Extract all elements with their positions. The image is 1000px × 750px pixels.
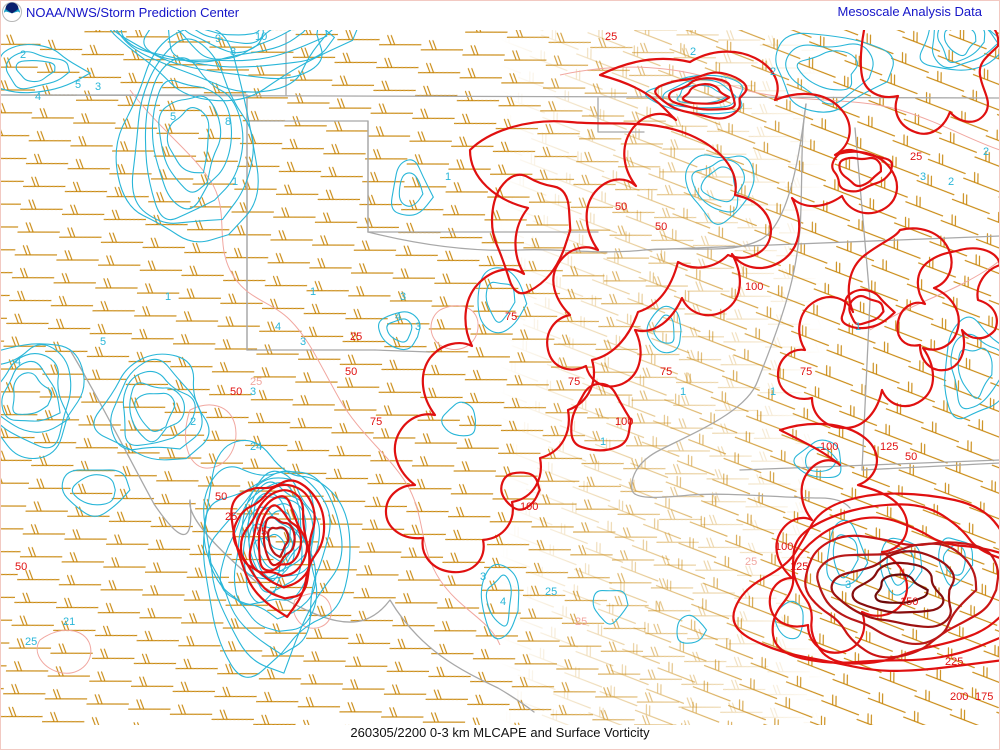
svg-text:25: 25	[575, 616, 587, 628]
svg-text:75: 75	[255, 526, 267, 538]
svg-text:1: 1	[232, 176, 238, 188]
svg-text:25: 25	[225, 511, 237, 523]
svg-text:3: 3	[300, 336, 306, 348]
svg-text:24: 24	[250, 441, 262, 453]
svg-text:100: 100	[820, 441, 838, 453]
svg-text:3: 3	[920, 171, 926, 183]
svg-text:21: 21	[63, 616, 75, 628]
svg-text:10: 10	[255, 31, 267, 43]
svg-text:125: 125	[880, 441, 898, 453]
svg-text:1: 1	[770, 386, 776, 398]
svg-text:4: 4	[35, 91, 41, 103]
svg-text:2: 2	[190, 416, 196, 428]
svg-text:4: 4	[15, 356, 21, 368]
svg-text:2: 2	[690, 46, 696, 58]
svg-text:5: 5	[75, 79, 81, 91]
svg-text:25: 25	[605, 31, 617, 43]
svg-text:25: 25	[545, 586, 557, 598]
svg-text:100: 100	[745, 281, 763, 293]
svg-text:100: 100	[615, 416, 633, 428]
svg-text:1: 1	[165, 291, 171, 303]
svg-text:4: 4	[500, 596, 506, 608]
svg-text:3: 3	[400, 291, 406, 303]
svg-text:75: 75	[568, 376, 580, 388]
svg-text:200: 200	[950, 691, 968, 703]
svg-text:2: 2	[20, 49, 26, 61]
svg-text:50: 50	[230, 386, 242, 398]
svg-text:50: 50	[215, 491, 227, 503]
svg-text:4: 4	[395, 311, 401, 323]
svg-text:8: 8	[230, 46, 236, 58]
svg-text:50: 50	[15, 561, 27, 573]
svg-text:25: 25	[250, 376, 262, 388]
svg-text:150: 150	[900, 596, 918, 608]
svg-text:25: 25	[25, 636, 37, 648]
svg-text:1: 1	[310, 286, 316, 298]
svg-text:3: 3	[480, 571, 486, 583]
svg-text:2: 2	[983, 146, 989, 158]
svg-text:1: 1	[445, 171, 451, 183]
svg-text:225: 225	[945, 656, 963, 668]
svg-text:50: 50	[905, 451, 917, 463]
svg-text:1: 1	[855, 321, 861, 333]
svg-text:1: 1	[600, 436, 606, 448]
svg-text:100: 100	[775, 541, 793, 553]
svg-text:50: 50	[345, 366, 357, 378]
svg-text:5: 5	[100, 336, 106, 348]
svg-text:75: 75	[505, 311, 517, 323]
svg-text:3: 3	[665, 30, 671, 33]
svg-text:2: 2	[770, 66, 776, 78]
svg-text:1: 1	[680, 386, 686, 398]
svg-text:9: 9	[215, 33, 221, 45]
svg-text:8: 8	[225, 116, 231, 128]
svg-text:3: 3	[95, 81, 101, 93]
svg-text:100: 100	[520, 501, 538, 513]
svg-text:3: 3	[845, 579, 851, 591]
svg-text:75: 75	[370, 416, 382, 428]
svg-text:50: 50	[655, 221, 667, 233]
svg-text:125: 125	[790, 561, 808, 573]
svg-text:25: 25	[910, 151, 922, 163]
svg-text:25: 25	[745, 556, 757, 568]
svg-text:3: 3	[415, 321, 421, 333]
svg-text:75: 75	[800, 366, 812, 378]
svg-text:75: 75	[660, 366, 672, 378]
svg-text:50: 50	[615, 201, 627, 213]
svg-text:175: 175	[975, 691, 993, 703]
svg-text:4: 4	[275, 321, 281, 333]
svg-text:25: 25	[350, 331, 362, 343]
svg-text:5: 5	[170, 111, 176, 123]
svg-text:2: 2	[948, 176, 954, 188]
